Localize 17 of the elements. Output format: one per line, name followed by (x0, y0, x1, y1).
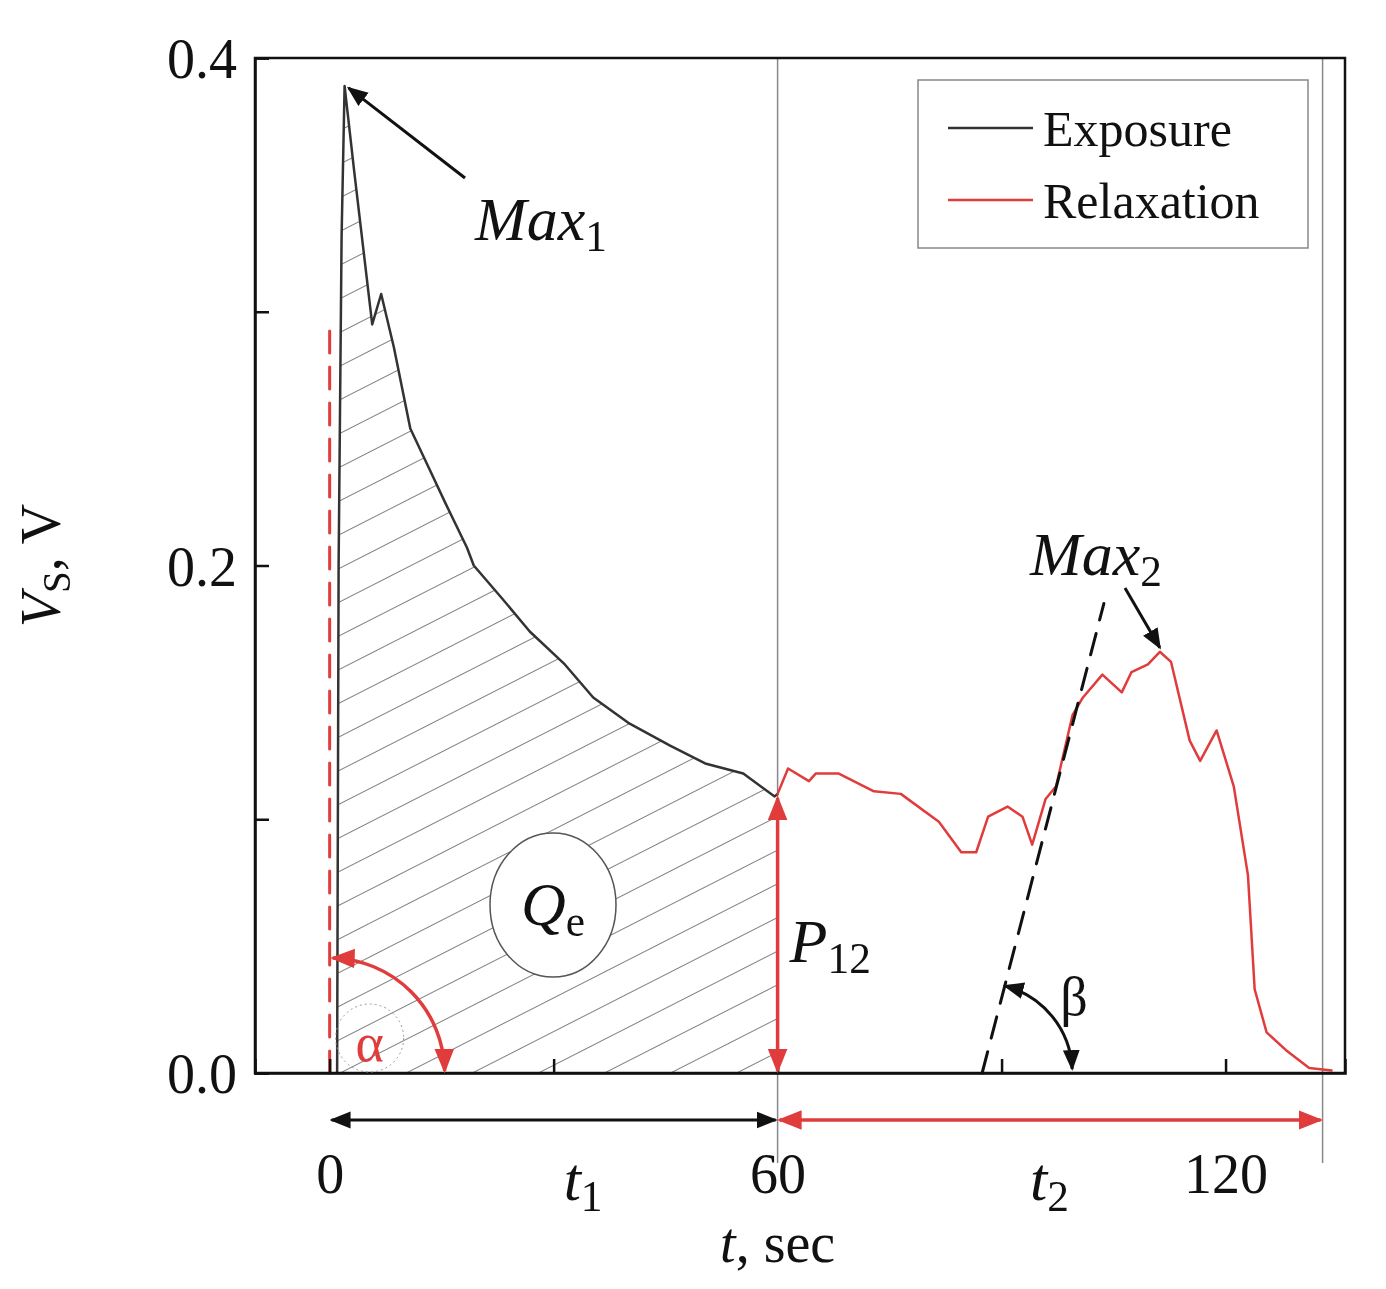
x-tick-label: 0 (316, 1142, 345, 1205)
annotation: β (1060, 967, 1088, 1027)
y-tick-label: 0.0 (167, 1043, 237, 1106)
annotation: Max$_{2}$ (1029, 520, 1162, 595)
legend-label: Relaxation (1043, 172, 1260, 229)
annotation: Max$_{1}$ (474, 185, 607, 260)
y-tick-label: 0.2 (167, 535, 237, 598)
x-axis-title: t, sec (720, 1212, 836, 1274)
x-tick-label: 60 (750, 1142, 807, 1205)
legend-label: Exposure (1043, 100, 1232, 157)
annotation: P$_{12}$ (788, 907, 871, 982)
annotation: α (355, 1013, 384, 1073)
annotation: Q$_{e}$ (520, 870, 586, 945)
x-tick-label: 120 (1184, 1142, 1269, 1205)
y-tick-label: 0.4 (167, 28, 237, 91)
text: t$_{1}$ (563, 1145, 603, 1220)
text: t$_{2}$ (1030, 1145, 1069, 1220)
